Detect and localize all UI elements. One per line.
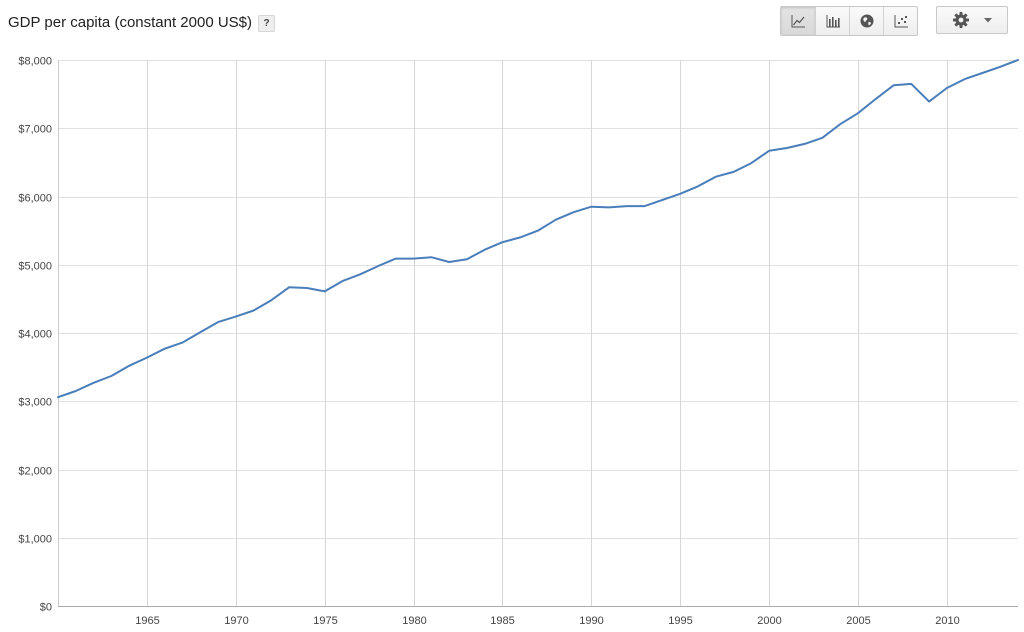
data-point[interactable]	[713, 174, 719, 180]
data-point[interactable]	[268, 297, 274, 303]
data-point[interactable]	[482, 247, 488, 253]
data-point[interactable]	[91, 380, 97, 386]
bar-chart-icon	[826, 15, 840, 28]
data-point[interactable]	[357, 271, 363, 277]
data-point[interactable]	[997, 64, 1003, 70]
data-point[interactable]	[446, 259, 452, 265]
map-icon	[860, 14, 873, 28]
data-point[interactable]	[677, 191, 683, 197]
bar-chart-button[interactable]	[815, 7, 849, 35]
x-tick-label: 2000	[757, 615, 781, 627]
data-point[interactable]	[642, 203, 648, 209]
x-tick-label: 1975	[313, 615, 337, 627]
data-point[interactable]	[855, 110, 861, 116]
data-point[interactable]	[233, 314, 239, 320]
y-tick-label: $5,000	[18, 261, 52, 273]
y-tick-label: $2,000	[18, 466, 52, 478]
x-tick-label: 1990	[579, 615, 603, 627]
data-point[interactable]	[108, 373, 114, 379]
data-point[interactable]	[1015, 57, 1021, 63]
line-chart-button[interactable]	[781, 7, 815, 35]
y-tick-label: $7,000	[18, 124, 52, 136]
data-point[interactable]	[659, 197, 665, 203]
data-point[interactable]	[73, 388, 79, 394]
data-point[interactable]	[499, 239, 505, 245]
data-point[interactable]	[393, 256, 399, 262]
data-point[interactable]	[215, 319, 221, 325]
data-point[interactable]	[322, 288, 328, 294]
data-point[interactable]	[286, 284, 292, 290]
data-point[interactable]	[873, 96, 879, 102]
data-point[interactable]	[55, 394, 61, 400]
data-point[interactable]	[464, 256, 470, 262]
settings-button[interactable]	[936, 6, 1008, 34]
data-point[interactable]	[304, 285, 310, 291]
caret-down-icon	[984, 17, 992, 22]
line-chart-icon	[791, 15, 805, 28]
y-tick-label: $0	[40, 602, 52, 614]
y-tick-label: $8,000	[18, 56, 52, 68]
scatter-button[interactable]	[883, 7, 917, 35]
data-point[interactable]	[731, 169, 737, 175]
chart-title: GDP per capita (constant 2000 US$)?	[8, 14, 276, 32]
data-point[interactable]	[606, 204, 612, 210]
data-point[interactable]	[819, 135, 825, 141]
data-point[interactable]	[695, 183, 701, 189]
y-tick-label: $4,000	[18, 329, 52, 341]
data-point[interactable]	[339, 278, 345, 284]
data-point[interactable]	[375, 263, 381, 269]
chart-header: GDP per capita (constant 2000 US$)?	[0, 0, 1024, 44]
chart-title-text: GDP per capita (constant 2000 US$)	[8, 14, 253, 31]
scatter-icon	[894, 15, 908, 28]
data-point[interactable]	[926, 99, 932, 105]
data-point[interactable]	[766, 148, 772, 154]
series-layer	[55, 57, 1021, 400]
data-point[interactable]	[535, 228, 541, 234]
gear-icon	[953, 12, 969, 28]
data-point[interactable]	[428, 254, 434, 260]
x-tick-label: 1970	[224, 615, 248, 627]
data-point[interactable]	[197, 329, 203, 335]
data-point[interactable]	[624, 203, 630, 209]
data-point[interactable]	[571, 209, 577, 215]
chart-type-selector	[780, 6, 918, 36]
data-point[interactable]	[162, 346, 168, 352]
axis-labels: $0 $1,000 $2,000 $3,000 $4,000 $5,000 $6,000 $7…	[18, 56, 959, 628]
grid-lines	[58, 60, 1018, 607]
x-tick-label: 2005	[846, 615, 870, 627]
data-point[interactable]	[944, 85, 950, 91]
data-point[interactable]	[411, 256, 417, 262]
data-point[interactable]	[837, 121, 843, 127]
data-point[interactable]	[784, 145, 790, 151]
data-point[interactable]	[251, 308, 257, 314]
data-point[interactable]	[553, 217, 559, 223]
data-point[interactable]	[126, 363, 132, 369]
data-point[interactable]	[962, 76, 968, 82]
y-tick-label: $3,000	[18, 397, 52, 409]
data-point[interactable]	[891, 82, 897, 88]
data-point[interactable]	[908, 81, 914, 87]
map-button[interactable]	[849, 7, 883, 35]
data-point[interactable]	[979, 70, 985, 76]
data-point[interactable]	[802, 141, 808, 147]
x-tick-label: 2010	[935, 615, 959, 627]
y-tick-label: $6,000	[18, 193, 52, 205]
y-tick-label: $1,000	[18, 534, 52, 546]
data-point[interactable]	[144, 355, 150, 361]
x-tick-label: 1980	[402, 615, 426, 627]
x-tick-label: 1965	[135, 615, 159, 627]
x-tick-label: 1985	[490, 615, 514, 627]
series-line[interactable]	[57, 59, 1019, 399]
data-point[interactable]	[179, 340, 185, 346]
help-button[interactable]: ?	[258, 15, 276, 32]
data-point[interactable]	[748, 160, 754, 166]
data-point[interactable]	[517, 234, 523, 240]
x-tick-label: 1995	[668, 615, 692, 627]
data-point[interactable]	[588, 204, 594, 210]
